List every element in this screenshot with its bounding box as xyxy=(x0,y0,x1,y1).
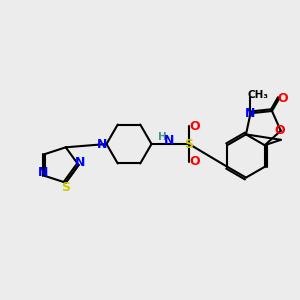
Text: O: O xyxy=(189,155,200,169)
Text: N: N xyxy=(245,107,256,120)
Text: S: S xyxy=(184,137,194,151)
Text: N: N xyxy=(97,137,107,151)
Text: N: N xyxy=(75,155,85,169)
Text: S: S xyxy=(61,181,70,194)
Text: N: N xyxy=(164,134,174,147)
Text: O: O xyxy=(189,119,200,133)
Text: N: N xyxy=(38,167,49,179)
Text: CH₃: CH₃ xyxy=(248,90,268,100)
Text: O: O xyxy=(274,124,285,137)
Text: H: H xyxy=(158,132,167,142)
Text: O: O xyxy=(278,92,288,104)
